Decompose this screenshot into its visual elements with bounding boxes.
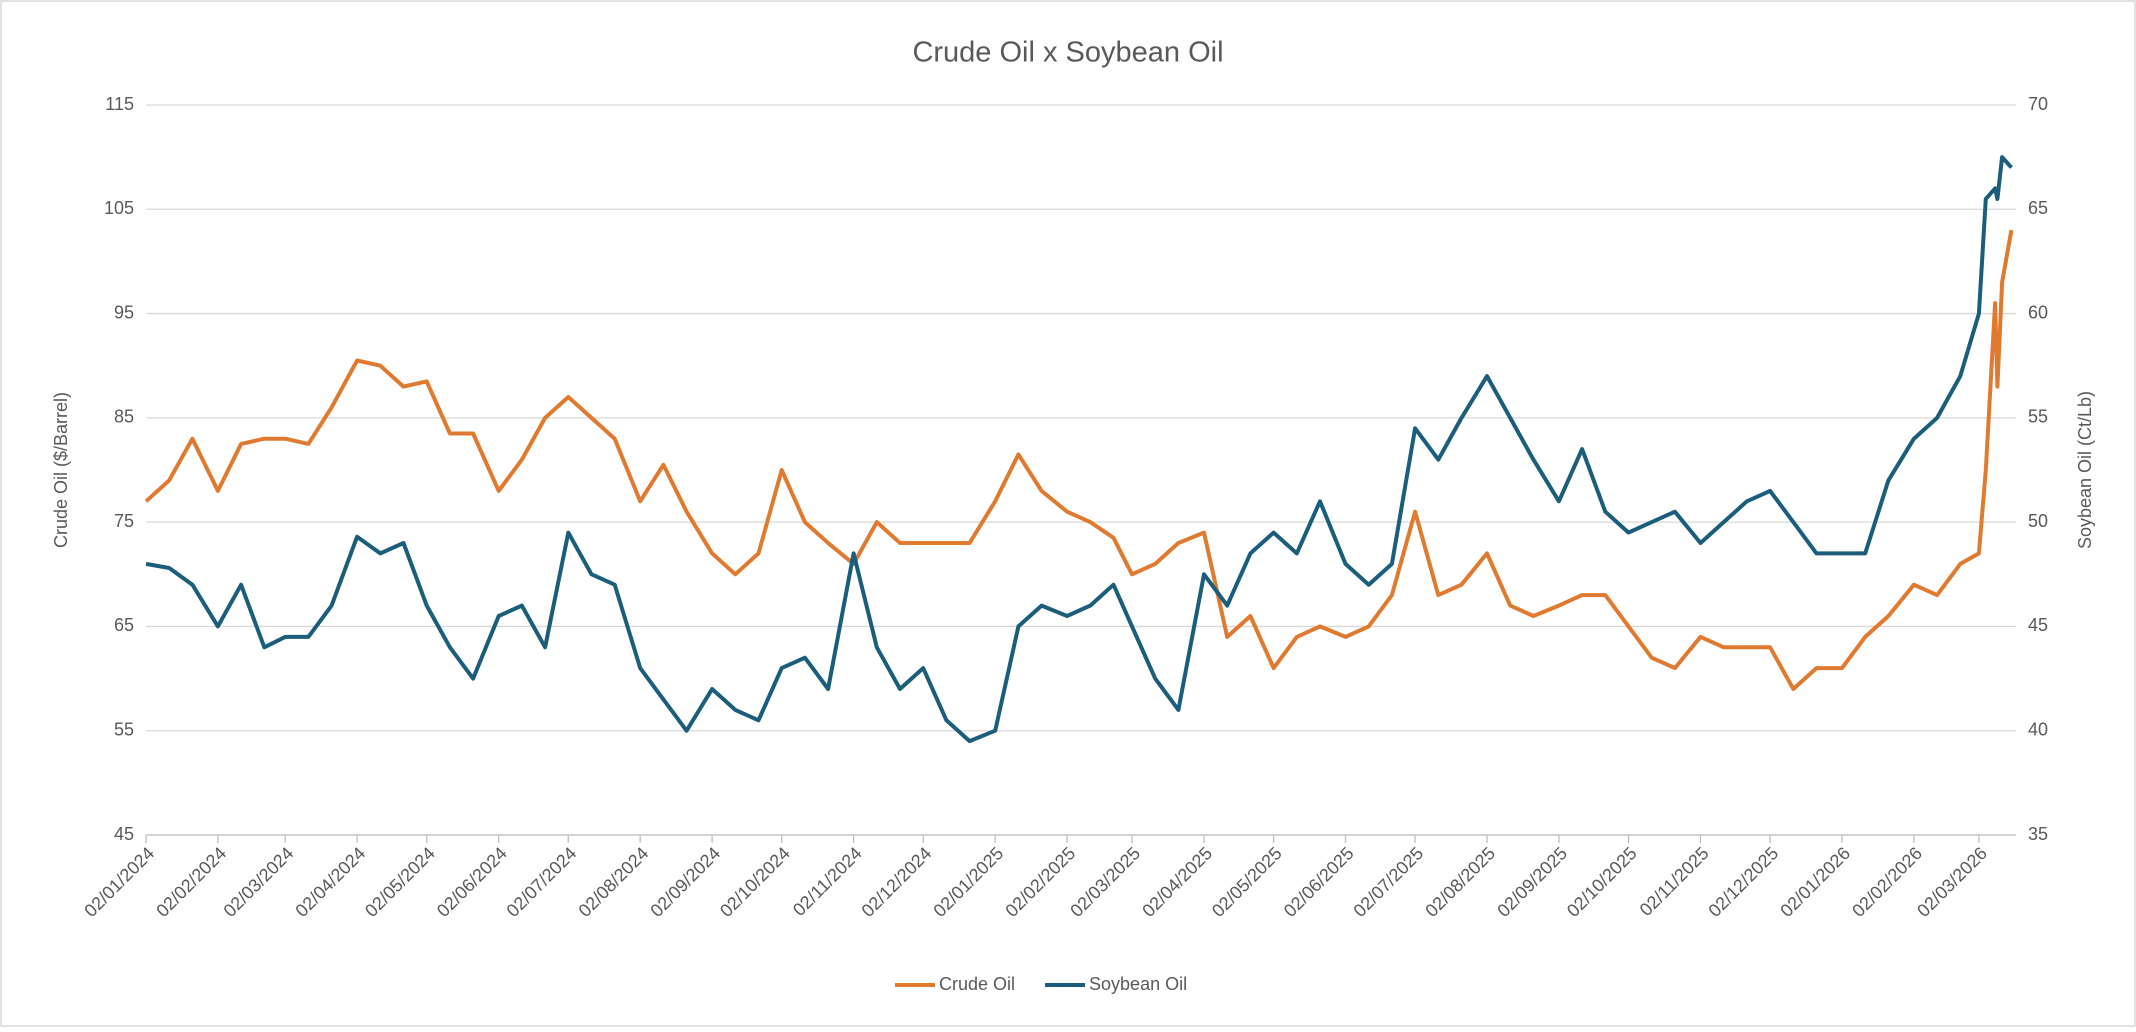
y2-axis-title: Soybean Oil (Ct/Lb) (2075, 391, 2095, 549)
y-tick-label: 55 (114, 719, 134, 739)
y2-tick-label: 45 (2028, 615, 2048, 635)
y2-tick-label: 35 (2028, 824, 2048, 844)
y-tick-label: 45 (114, 824, 134, 844)
legend-label: Soybean Oil (1089, 974, 1187, 994)
y-axis-title: Crude Oil ($/Barrel) (51, 392, 71, 548)
legend-label: Crude Oil (939, 974, 1015, 994)
y-tick-label: 85 (114, 407, 134, 427)
y-tick-label: 75 (114, 511, 134, 531)
y2-tick-label: 60 (2028, 302, 2048, 322)
y-tick-label: 65 (114, 615, 134, 635)
chart-title: Crude Oil x Soybean Oil (912, 37, 1223, 69)
y2-tick-label: 50 (2028, 511, 2048, 531)
series-line (145, 155, 2013, 744)
series-line (144, 229, 2014, 691)
y2-tick-label: 65 (2028, 198, 2048, 218)
y2-tick-label: 55 (2028, 407, 2048, 427)
y2-tick-label: 70 (2028, 94, 2048, 114)
y-tick-label: 115 (105, 94, 134, 114)
y2-tick-label: 40 (2028, 719, 2048, 739)
y-tick-label: 95 (114, 302, 134, 322)
y-tick-label: 105 (104, 198, 134, 218)
